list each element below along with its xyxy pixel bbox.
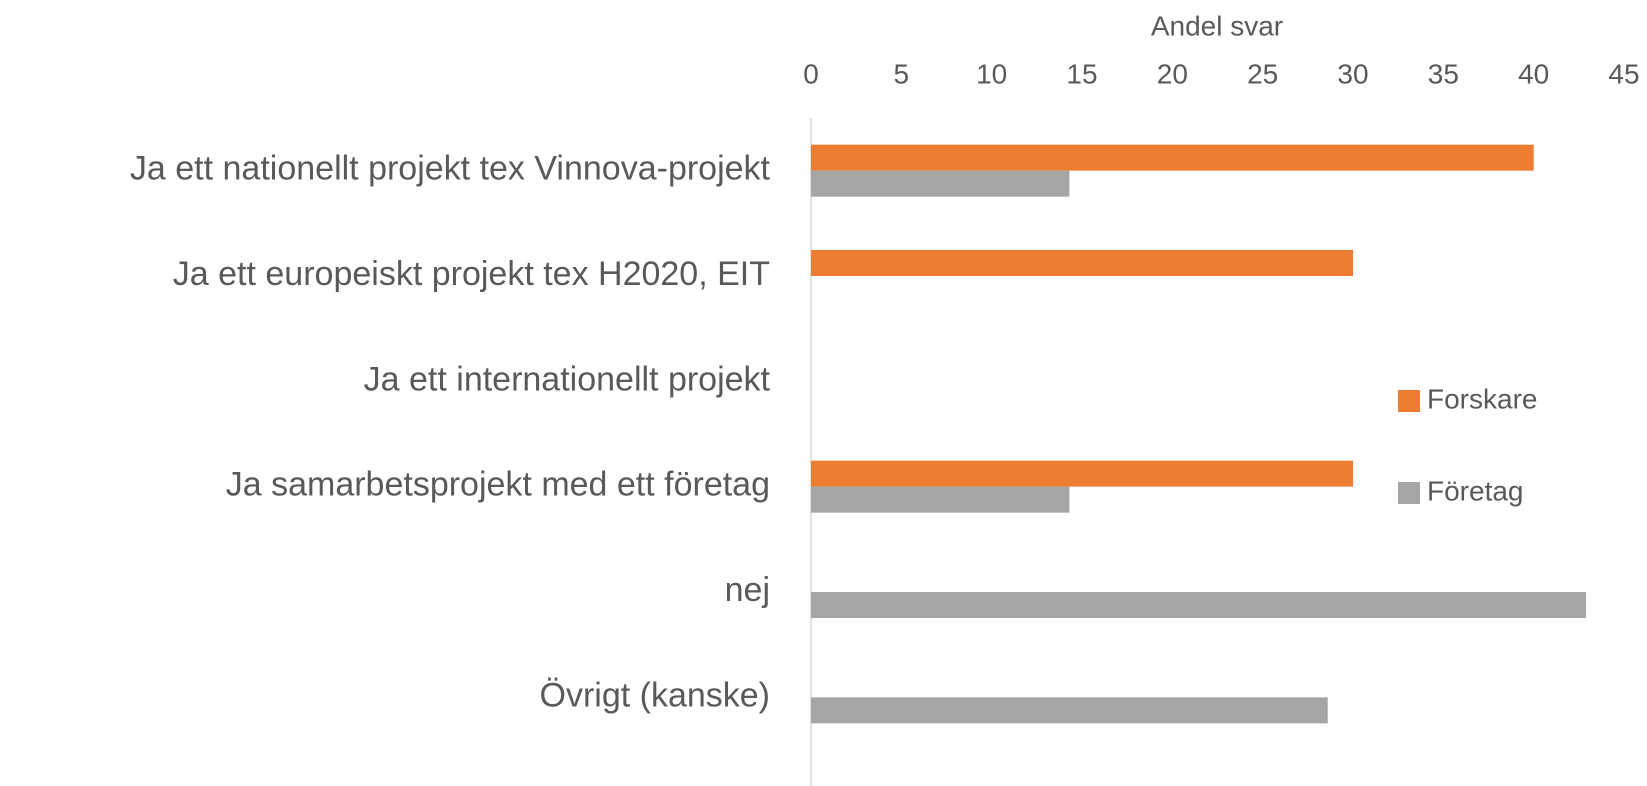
x-tick-label: 5 xyxy=(894,58,910,89)
y-tick-label: Ja ett nationellt projekt tex Vinnova-pr… xyxy=(130,150,771,188)
bar xyxy=(811,460,1353,487)
x-tick-label: 10 xyxy=(976,58,1007,89)
bar xyxy=(811,697,1328,724)
y-tick-label: Ja samarbetsprojekt med ett företag xyxy=(226,466,770,504)
legend-swatch xyxy=(1398,482,1420,504)
y-tick-label: Övrigt (kanske) xyxy=(540,676,771,714)
x-tick-label: 45 xyxy=(1608,58,1639,89)
y-tick-label: Ja ett europeiskt projekt tex H2020, EIT xyxy=(173,255,770,293)
x-tick-label: 30 xyxy=(1337,58,1368,89)
legend-swatch xyxy=(1398,390,1420,412)
x-tick-label: 25 xyxy=(1247,58,1278,89)
x-tick-label: 0 xyxy=(803,58,819,89)
x-tick-label: 35 xyxy=(1428,58,1459,89)
y-tick-label: Ja ett internationellt projekt xyxy=(364,360,771,398)
x-axis-label: Andel svar xyxy=(1151,10,1283,41)
x-tick-label: 20 xyxy=(1157,58,1188,89)
bar xyxy=(811,592,1587,618)
legend-label: Företag xyxy=(1427,475,1524,506)
bar xyxy=(811,144,1534,171)
bar xyxy=(811,170,1070,197)
legend-label: Forskare xyxy=(1427,383,1537,414)
bar xyxy=(811,486,1070,513)
x-tick-label: 15 xyxy=(1066,58,1097,89)
bar xyxy=(811,250,1353,276)
y-tick-label: nej xyxy=(725,571,770,609)
x-tick-label: 40 xyxy=(1518,58,1549,89)
